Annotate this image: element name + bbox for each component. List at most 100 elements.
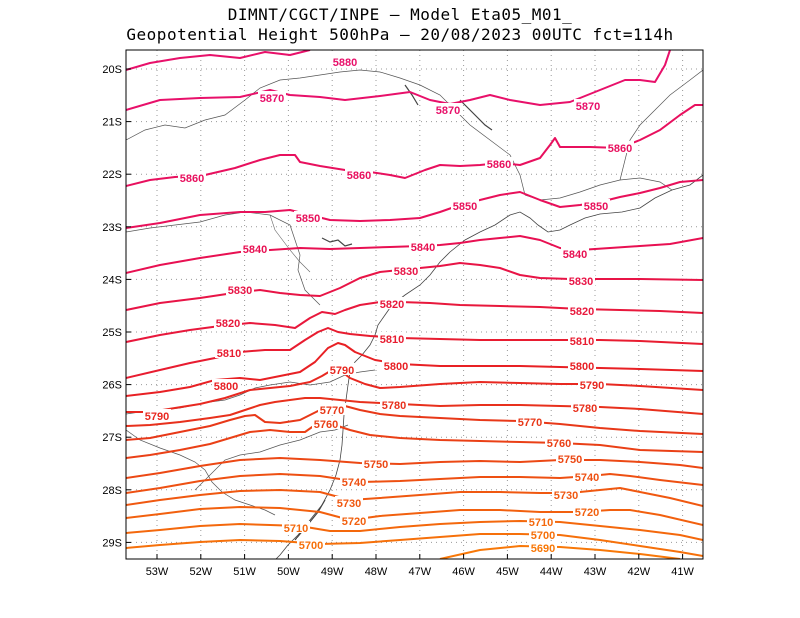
contour-label-5810: 5810 (380, 334, 404, 346)
contour-label-5820: 5820 (380, 299, 404, 311)
contour-label-5700: 5700 (531, 530, 555, 542)
contour-label-bg (485, 157, 513, 169)
contour-label-bg (382, 359, 410, 371)
contour-label-bg (527, 515, 555, 527)
contour-label-5780: 5780 (573, 403, 597, 415)
contour-label-bg (574, 99, 602, 111)
lon-label: 43W (584, 566, 607, 578)
lon-label: 45W (496, 566, 519, 578)
contour-label-5860: 5860 (608, 143, 632, 155)
contour-line-5880 (126, 50, 311, 71)
contour-label-5820: 5820 (216, 318, 240, 330)
contour-label-bg (573, 470, 601, 482)
contour-label-5800: 5800 (570, 361, 594, 373)
lon-label: 49W (321, 566, 344, 578)
contour-label-5830: 5830 (228, 285, 252, 297)
contour-label-5840: 5840 (563, 249, 587, 261)
state-border-es (619, 69, 703, 181)
contour-label-bg (345, 168, 373, 180)
contour-label-5820: 5820 (570, 306, 594, 318)
contour-label-5770: 5770 (518, 417, 542, 429)
contour-label-5730: 5730 (554, 490, 578, 502)
contour-label-5720: 5720 (342, 516, 366, 528)
lon-label: 50W (277, 566, 300, 578)
contour-line-5730 (126, 487, 703, 507)
contour-label-bg (380, 398, 408, 410)
contour-label-5880: 5880 (333, 57, 357, 69)
contour-label-5830: 5830 (394, 266, 418, 278)
contour-line-5690 (439, 545, 681, 559)
contour-line-5720 (126, 506, 703, 526)
contour-label-bg (362, 457, 390, 469)
reservoir-3 (321, 237, 353, 247)
contour-label-5840: 5840 (411, 242, 435, 254)
reservoir-1 (459, 99, 493, 131)
contour-label-5700: 5700 (299, 540, 323, 552)
contour-label-bg (568, 304, 596, 316)
contour-label-5710: 5710 (529, 517, 553, 529)
contour-label-bg (378, 297, 406, 309)
contour-label-bg (282, 521, 310, 533)
country-border (126, 429, 276, 516)
lon-label: 52W (189, 566, 212, 578)
contour-label-bg (331, 55, 359, 67)
lat-label: 24S (102, 274, 122, 286)
contour-label-bg (335, 496, 363, 508)
contour-label-5870: 5870 (436, 105, 460, 117)
contour-label-5760: 5760 (314, 419, 338, 431)
contour-label-bg (561, 247, 589, 259)
state-border-rj (524, 177, 673, 201)
chart-subtitle: Geopotential Height 500hPa – 20/08/2023 … (126, 25, 674, 44)
contour-label-bg (568, 334, 596, 346)
axis-ticks: 20S 21S 22S 23S 24S 25S 26S 27S 28S 29S 53W 52W 51W 5… (102, 64, 694, 578)
contour-label-bg (573, 505, 601, 517)
contour-labels: 5880 5870 5870 5870 5860 5860 5860 5860 5850 5850… (143, 55, 634, 555)
lon-label: 46W (452, 566, 475, 578)
contour-label-bg (568, 359, 596, 371)
contour-label-5860: 5860 (180, 173, 204, 185)
contour-label-5850: 5850 (453, 201, 477, 213)
contour-label-5790: 5790 (330, 365, 354, 377)
contour-label-5800: 5800 (384, 361, 408, 373)
lon-label: 42W (627, 566, 650, 578)
contour-label-bg (582, 199, 610, 211)
lat-label: 23S (102, 222, 122, 234)
contour-label-bg (529, 541, 557, 553)
contour-label-bg (297, 538, 325, 550)
contour-label-5850: 5850 (584, 201, 608, 213)
contour-label-5800: 5800 (214, 381, 238, 393)
contour-label-bg (567, 274, 595, 286)
contour-label-5710: 5710 (284, 523, 308, 535)
contour-label-bg (606, 141, 634, 153)
contour-label-bg (178, 171, 206, 183)
plot-frame (125, 49, 704, 560)
contour-label-5720: 5720 (575, 507, 599, 519)
lagoon-patos (294, 499, 326, 541)
contour-label-5810: 5810 (217, 348, 241, 360)
contour-line-5780 (126, 397, 703, 427)
lat-label: 22S (102, 169, 122, 181)
lat-label: 29S (102, 537, 122, 549)
contour-label-bg (241, 242, 269, 254)
contour-label-bg (552, 488, 580, 500)
contour-label-bg (578, 378, 606, 390)
contour-label-bg (516, 415, 544, 427)
contour-label-bg (212, 379, 240, 391)
contour-label-bg (556, 452, 584, 464)
contour-label-5860: 5860 (347, 170, 371, 182)
contour-label-5730: 5730 (337, 498, 361, 510)
contour-label-5770: 5770 (320, 405, 344, 417)
contour-label-bg (294, 211, 322, 223)
contour-label-bg (378, 332, 406, 344)
contour-label-5830: 5830 (569, 276, 593, 288)
contour-label-5790: 5790 (145, 411, 169, 423)
contour-line-5700 (126, 533, 703, 557)
contour-label-5750: 5750 (364, 459, 388, 471)
contour-label-5690: 5690 (531, 543, 555, 555)
lat-label: 21S (102, 117, 122, 129)
coastline (275, 174, 703, 559)
contour-label-5740: 5740 (575, 472, 599, 484)
contour-label-bg (214, 316, 242, 328)
contour-line-5740 (126, 473, 703, 494)
